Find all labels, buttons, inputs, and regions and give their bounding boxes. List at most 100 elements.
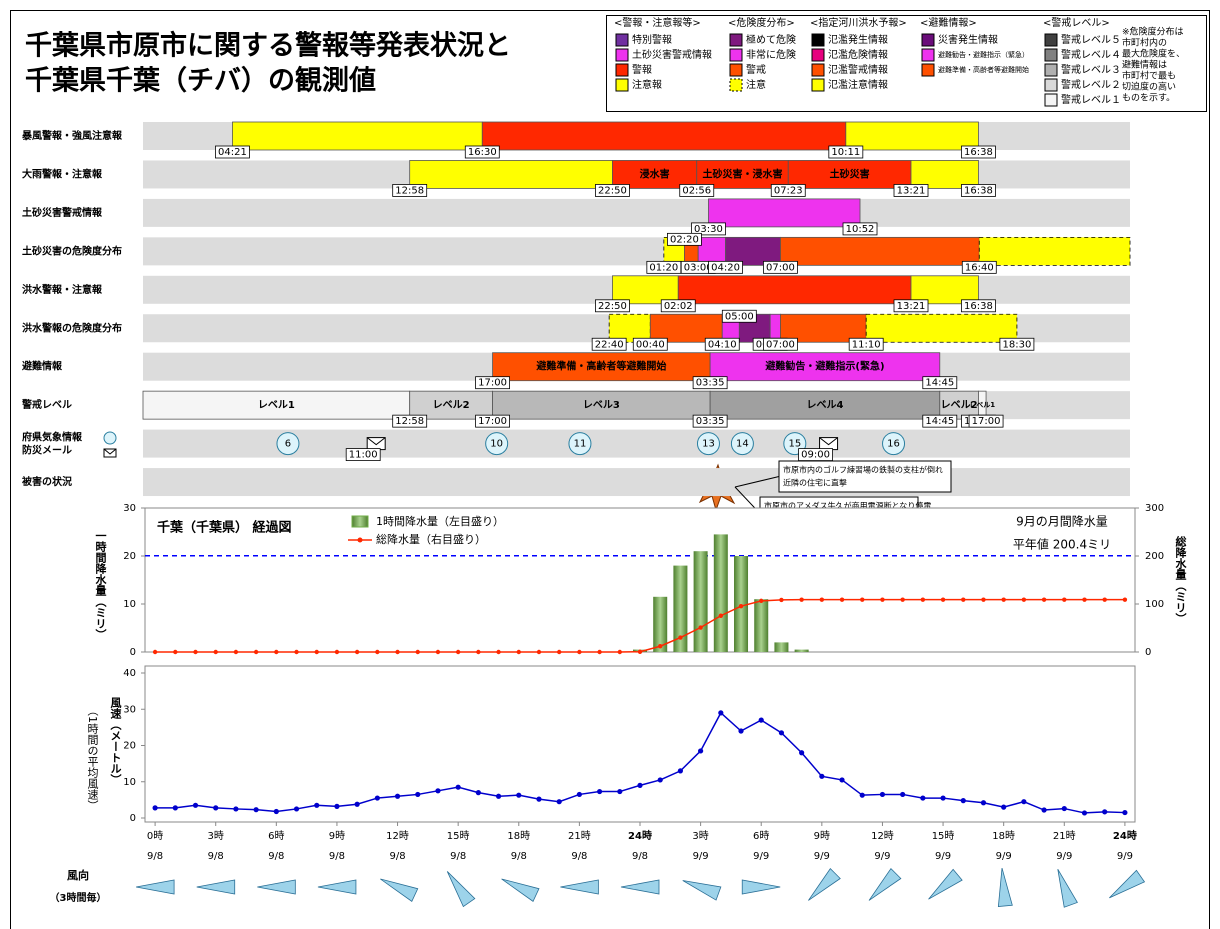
wind-arrow bbox=[318, 880, 356, 894]
time-label: 18:30 bbox=[1002, 339, 1031, 350]
x-tick-label: 24時 bbox=[628, 829, 652, 842]
rain-bar bbox=[774, 642, 788, 652]
wind-dot bbox=[213, 805, 218, 810]
time-label: 16:38 bbox=[964, 301, 993, 312]
legend-swatch bbox=[730, 34, 742, 46]
segment-label: 土砂災害 bbox=[830, 167, 870, 180]
legend-heading: <指定河川洪水予報> bbox=[810, 16, 907, 29]
reference-label: 9月の月間降水量 bbox=[1016, 515, 1108, 529]
x-tick-label: 21時 bbox=[568, 830, 591, 842]
x-tick-date: 9/8 bbox=[268, 851, 284, 862]
x-tick-label: 6時 bbox=[753, 830, 769, 842]
wind-arrow bbox=[742, 880, 780, 894]
total-dot bbox=[416, 650, 420, 654]
note-text: 市原市内のゴルフ練習場の鉄製の支柱が倒れ bbox=[783, 465, 943, 475]
total-dot bbox=[921, 597, 925, 601]
time-label: 17:00 bbox=[478, 378, 507, 389]
wind-dot bbox=[920, 795, 925, 800]
plot-frame bbox=[145, 508, 1135, 652]
y-tick-label: 10 bbox=[123, 777, 136, 788]
x-tick-label: 0時 bbox=[147, 830, 163, 842]
total-dot bbox=[436, 650, 440, 654]
time-label: 22:50 bbox=[598, 301, 627, 312]
wind-dot bbox=[759, 718, 764, 723]
wind-dot bbox=[577, 792, 582, 797]
x-tick-label: 18時 bbox=[992, 830, 1015, 842]
time-label: 16:38 bbox=[964, 147, 993, 158]
wind-dot bbox=[1062, 806, 1067, 811]
time-label: 14:45 bbox=[925, 416, 954, 427]
time-label: 10:52 bbox=[846, 224, 875, 235]
wind-dot bbox=[779, 730, 784, 735]
total-dot bbox=[496, 650, 500, 654]
segment-label: 土砂災害・浸水害 bbox=[702, 167, 782, 180]
legend-note: ものを示す。 bbox=[1122, 93, 1175, 104]
rain-bar bbox=[694, 551, 708, 652]
legend-label: 警戒レベル３ bbox=[1061, 63, 1121, 76]
wind-dot bbox=[961, 798, 966, 803]
bulletin-number: 16 bbox=[887, 439, 900, 450]
wind-dot bbox=[738, 728, 743, 733]
x-tick-label: 24時 bbox=[1113, 829, 1137, 842]
chart: 千葉県市原市に関する警報等発表状況と 千葉県千葉（チバ）の観測値 <警報・注意報… bbox=[0, 0, 1220, 929]
time-segment bbox=[482, 122, 846, 150]
total-dot bbox=[759, 599, 763, 603]
total-dot bbox=[315, 650, 319, 654]
y2-tick-label: 0 bbox=[1145, 647, 1151, 658]
wind-dot bbox=[799, 750, 804, 755]
legend-swatch bbox=[730, 79, 742, 91]
total-dot bbox=[234, 650, 238, 654]
time-label: 02:20 bbox=[670, 234, 699, 245]
legend-label: 警戒レベル１ bbox=[1061, 93, 1121, 106]
wind-dot bbox=[334, 804, 339, 809]
wind-dot bbox=[314, 803, 319, 808]
time-label: 11:10 bbox=[852, 339, 881, 350]
row-label: 土砂災害警戒情報 bbox=[22, 206, 103, 219]
total-dot bbox=[618, 650, 622, 654]
rain-bar bbox=[754, 599, 768, 652]
total-dot bbox=[739, 604, 743, 608]
wind-dot bbox=[617, 789, 622, 794]
legend-swatch bbox=[616, 49, 628, 61]
chart-title: 千葉（千葉県） 経過図 bbox=[157, 520, 292, 536]
time-label: 07:23 bbox=[774, 185, 803, 196]
total-dot bbox=[557, 650, 561, 654]
legend-swatch bbox=[730, 49, 742, 61]
axis-label: （1時間の平均風速） bbox=[86, 705, 99, 811]
x-tick-label: 18時 bbox=[507, 830, 530, 842]
total-dot bbox=[1082, 597, 1086, 601]
wind-arrow bbox=[1109, 870, 1144, 898]
legend-swatch bbox=[1045, 94, 1057, 106]
wind-dot bbox=[415, 792, 420, 797]
wind-dot bbox=[456, 785, 461, 790]
wind-dot bbox=[1041, 807, 1046, 812]
x-tick-date: 9/8 bbox=[208, 851, 224, 862]
time-label: 01:20 bbox=[649, 262, 678, 273]
legend-label: 氾濫注意情報 bbox=[828, 78, 888, 91]
legend-label: 警戒レベル５ bbox=[1061, 33, 1121, 46]
time-segment bbox=[866, 314, 1017, 342]
legend-label: 総降水量（右目盛り） bbox=[376, 532, 486, 546]
segment-label: レベル4 bbox=[806, 399, 843, 411]
wind-direction-sublabel: （3時間毎） bbox=[50, 891, 107, 904]
x-tick-date: 9/8 bbox=[147, 851, 163, 862]
legend-swatch bbox=[812, 64, 824, 76]
x-tick-label: 12時 bbox=[871, 830, 894, 842]
row-background bbox=[143, 468, 1130, 496]
legend-label: 氾濫警戒情報 bbox=[828, 63, 888, 76]
total-dot bbox=[173, 650, 177, 654]
total-dot bbox=[537, 650, 541, 654]
total-dot bbox=[1062, 597, 1066, 601]
wind-dot bbox=[476, 790, 481, 795]
bulletin-number: 10 bbox=[490, 439, 503, 450]
time-label: 17:00 bbox=[478, 416, 507, 427]
time-label: 11:00 bbox=[349, 450, 378, 461]
y-tick-label: 0 bbox=[130, 647, 136, 658]
wind-dot bbox=[860, 793, 865, 798]
x-tick-date: 9/8 bbox=[329, 851, 345, 862]
wind-arrow bbox=[683, 881, 721, 901]
legend-label: 警報 bbox=[632, 63, 652, 76]
x-tick-label: 3時 bbox=[692, 830, 708, 842]
total-dot bbox=[698, 625, 702, 629]
wind-dot bbox=[597, 789, 602, 794]
